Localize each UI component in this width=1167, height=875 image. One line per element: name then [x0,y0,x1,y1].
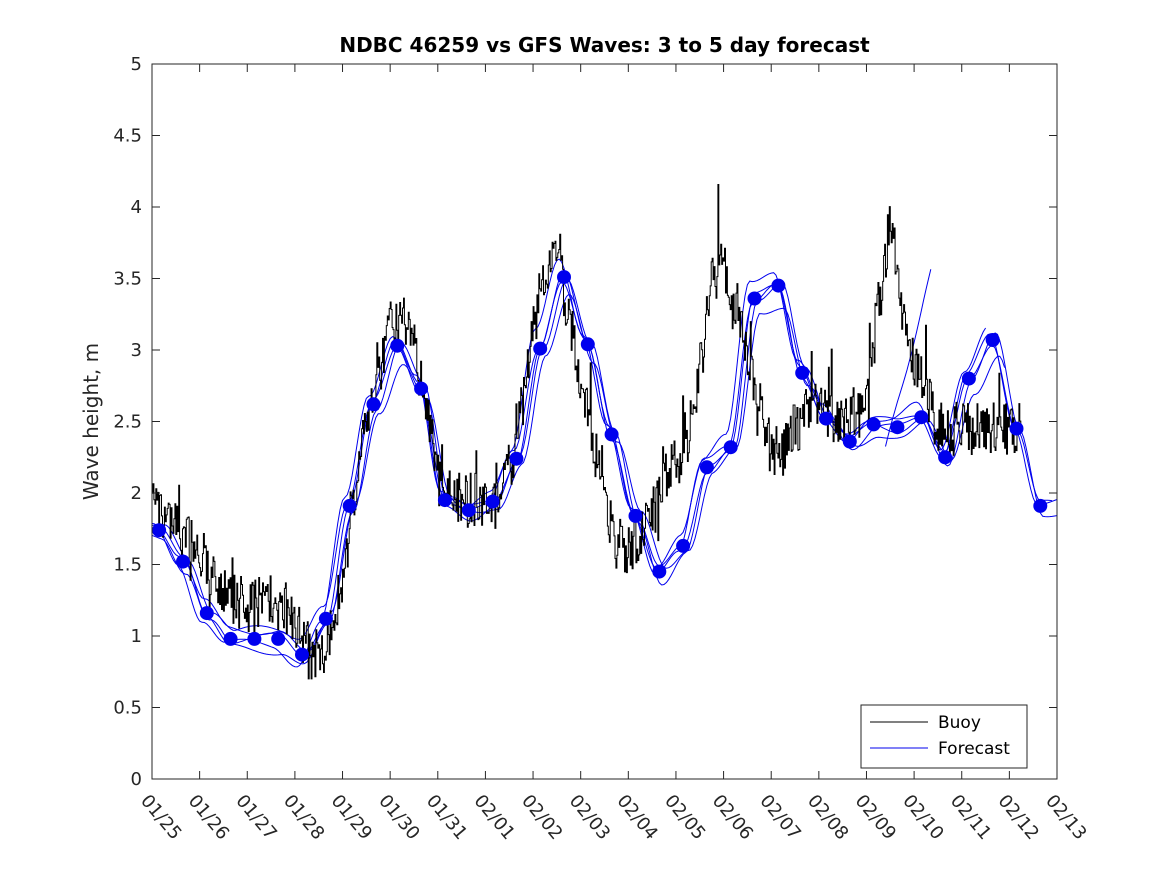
forecast-point [247,631,262,646]
forecast-point [938,450,953,465]
y-axis-label: Wave height, m [79,343,103,500]
forecast-point [223,631,238,646]
forecast-point [890,420,905,435]
forecast-point [842,434,857,449]
y-axis: 0 0.5 1 1.5 2 2.5 3 3.5 4 4.5 5 [113,54,1057,790]
buoy-series-line [152,184,1022,680]
forecast-run-line [151,293,1006,653]
y-tick-label: 3.5 [113,269,142,290]
forecast-point [557,270,571,285]
y-tick-label: 1.5 [113,555,142,576]
forecast-point [914,410,929,425]
forecast-markers [152,270,1048,662]
buoy-line [152,184,1022,680]
forecast-point [723,440,738,455]
forecast-point [771,278,786,293]
y-tick-label: 2 [131,483,142,504]
forecast-point [747,291,762,306]
forecast-point [271,631,286,646]
forecast-run-line [151,278,1058,665]
forecast-point [461,503,476,518]
y-tick-label: 2.5 [113,412,142,433]
forecast-point [676,538,691,553]
forecast-point [295,647,309,662]
forecast-point [437,493,452,508]
forecast-point [366,397,381,412]
forecast-point [795,365,810,380]
forecast-point [318,611,333,626]
y-tick-label: 0.5 [113,698,142,719]
forecast-point [604,427,619,442]
legend-box [860,704,1028,769]
forecast-point [1033,498,1048,513]
y-tick-label: 1 [131,626,142,647]
forecast-run-line [151,258,987,668]
forecast-point [390,338,405,353]
y-tick-label: 0 [131,769,142,790]
y-tick-label: 3 [131,340,142,361]
forecast-point [199,606,214,621]
forecast-point [866,417,881,432]
forecast-point [533,341,548,356]
forecast-point [961,371,976,386]
legend: Buoy Forecast [860,704,1028,769]
chart-title: NDBC 46259 vs GFS Waves: 3 to 5 day fore… [339,33,870,57]
forecast-point [652,564,667,579]
forecast-point [414,381,429,396]
forecast-point [152,523,167,538]
forecast-point [1009,421,1024,436]
forecast-point [342,498,357,513]
forecast-point [819,411,833,426]
forecast-point [985,333,1000,347]
y-tick-label: 4.5 [113,126,142,147]
legend-label: Forecast [938,739,1010,759]
forecast-point [176,554,190,569]
forecast-point [628,508,643,523]
forecast-point [485,494,500,509]
forecast-point [699,460,714,475]
y-tick-label: 5 [131,54,142,75]
forecast-point [509,451,524,466]
forecast-point [580,337,595,352]
legend-label: Buoy [938,713,981,733]
y-tick-label: 4 [131,197,142,218]
forecast-run-line [885,269,932,447]
